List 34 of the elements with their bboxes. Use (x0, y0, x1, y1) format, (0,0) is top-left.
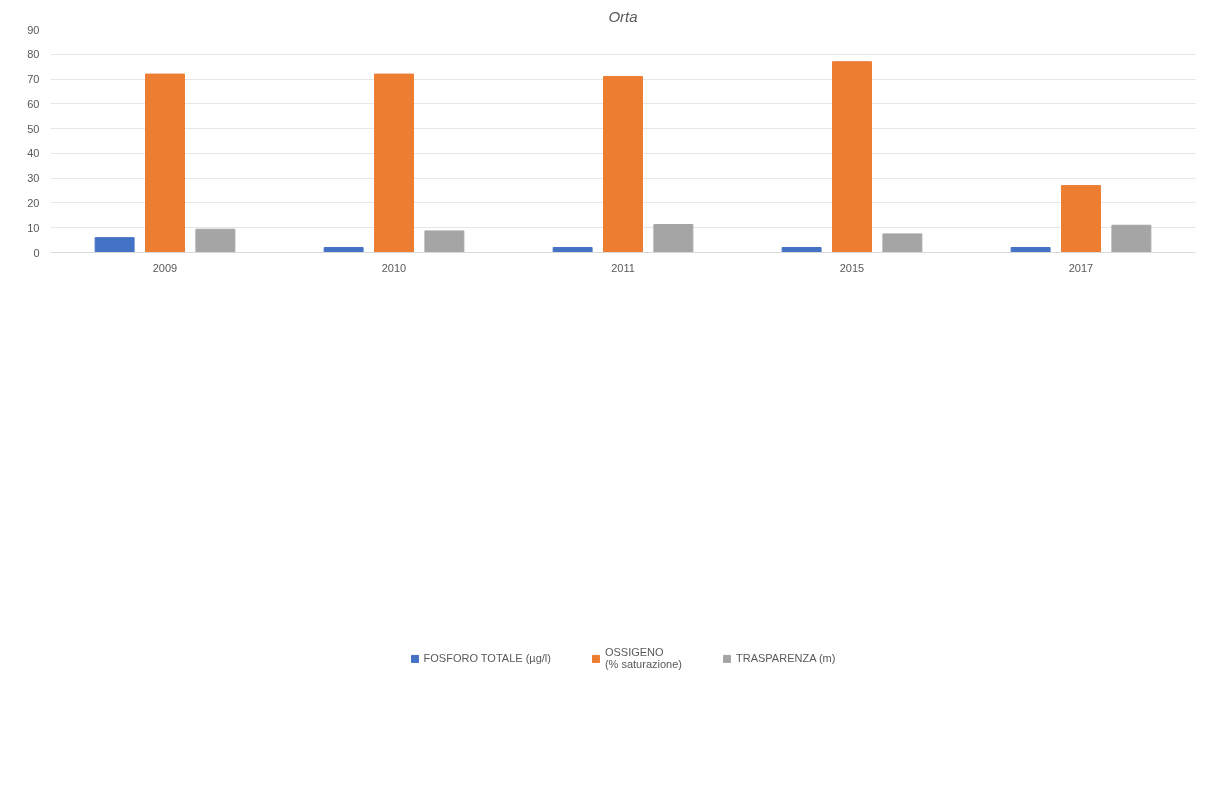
bar (552, 247, 593, 253)
y-tick-label: 80 (27, 48, 40, 61)
bar (832, 61, 872, 253)
x-tick-label: 2011 (611, 261, 635, 274)
x-tick-label: 2015 (839, 261, 865, 274)
bar (653, 224, 694, 253)
y-tick-label: 60 (27, 97, 40, 110)
bar (1010, 247, 1051, 253)
y-tick-label: 50 (27, 122, 40, 135)
bar (882, 233, 923, 253)
bar (424, 230, 465, 253)
y-tick-label: 70 (27, 73, 40, 86)
bar (145, 73, 185, 253)
legend-label: OSSIGENO (% saturazione) (604, 646, 682, 670)
legend-label: TRASPARENZA (m) (735, 652, 836, 664)
x-tick-label: 2010 (381, 261, 407, 274)
bar (195, 228, 236, 253)
y-tick-label: 40 (27, 147, 40, 160)
x-tick-label: 2009 (152, 261, 178, 274)
x-tick-label: 2017 (1068, 261, 1094, 274)
legend-label: FOSFORO TOTALE (µg/l) (423, 652, 551, 664)
y-tick-label: 0 (33, 246, 40, 259)
y-tick-label: 20 (27, 196, 40, 209)
y-tick-label: 10 (27, 221, 40, 234)
bar (94, 237, 135, 253)
bar (374, 73, 414, 253)
bar (603, 76, 643, 253)
chart-title: Orta (608, 7, 638, 25)
y-tick-label: 90 (27, 23, 40, 36)
bar (781, 247, 822, 253)
bar (1111, 224, 1152, 253)
y-tick-label: 30 (27, 172, 40, 185)
bar (1061, 185, 1101, 253)
bar (323, 247, 364, 253)
